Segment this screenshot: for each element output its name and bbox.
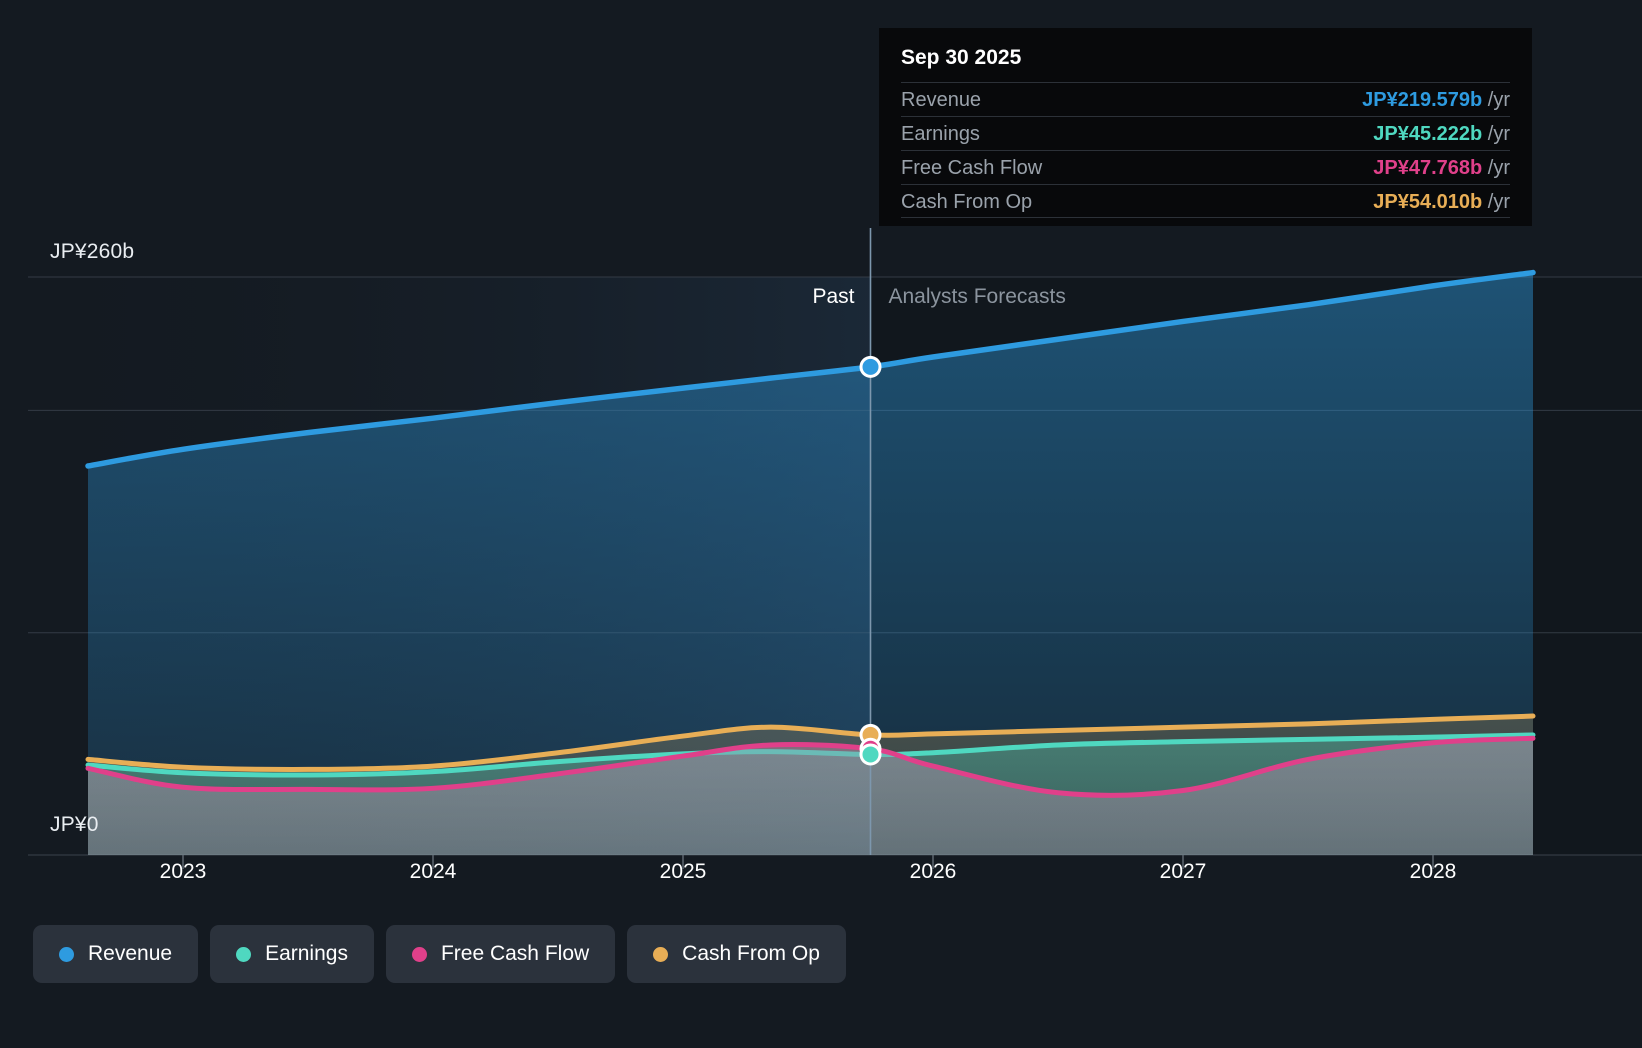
x-axis-label-2028: 2028	[1409, 860, 1457, 883]
tooltip-metric-unit: /yr	[1482, 89, 1510, 111]
chart-legend[interactable]: Revenue Earnings Free Cash Flow Cash From O…	[33, 925, 846, 983]
past-region-label: Past	[812, 285, 855, 308]
tooltip-metric-value-wrap: JP¥47.768b /yr	[1373, 157, 1510, 180]
legend-label: Free Cash Flow	[440, 942, 590, 965]
tooltip-metric-name: Revenue	[901, 89, 982, 111]
x-axis-label-2026: 2026	[909, 860, 957, 883]
legend-color-dot-icon	[411, 946, 427, 962]
tooltip-metric-unit: /yr	[1482, 191, 1510, 213]
tooltip-row: Cash From Op JP¥54.010b /yr	[901, 184, 1510, 218]
x-axis-label-2027: 2027	[1159, 860, 1207, 883]
series-free-cash-flow	[85, 735, 1536, 855]
legend-color-dot-icon	[236, 946, 252, 962]
marker-revenue	[859, 355, 882, 378]
legend-color-dot-icon	[653, 946, 669, 962]
tooltip-metric-value-wrap: JP¥45.222b /yr	[1373, 123, 1510, 146]
tooltip-rows: Revenue JP¥219.579b /yr Earnings JP¥45.222b…	[901, 82, 1510, 218]
tooltip-metric-value: JP¥54.010b	[1373, 191, 1483, 213]
tooltip-metric-value-wrap: JP¥219.579b /yr	[1362, 89, 1510, 112]
x-axis-label-2025: 2025	[659, 860, 707, 883]
tooltip-metric-name: Free Cash Flow	[901, 157, 1043, 179]
tooltip-metric-value: JP¥45.222b	[1373, 123, 1483, 145]
tooltip-metric-name: Earnings	[901, 123, 980, 145]
tooltip-metric-value-wrap: JP¥54.010b /yr	[1373, 191, 1510, 214]
tooltip-date: Sep 30 2025	[901, 46, 1022, 69]
legend-label: Revenue	[88, 942, 173, 965]
marker-earnings	[859, 743, 882, 766]
tooltip-metric-value: JP¥219.579b	[1362, 89, 1483, 111]
tooltip-metric-unit: /yr	[1482, 157, 1510, 179]
x-axis-label-2024: 2024	[409, 860, 457, 883]
legend-item-free-cash-flow[interactable]: Free Cash Flow	[385, 925, 616, 983]
tooltip-metric-name: Cash From Op	[901, 191, 1033, 213]
tooltip-row: Free Cash Flow JP¥47.768b /yr	[901, 150, 1510, 184]
legend-label: Cash From Op	[682, 942, 820, 965]
tooltip-metric-value: JP¥47.768b	[1373, 157, 1483, 179]
tooltip-row: Earnings JP¥45.222b /yr	[901, 116, 1510, 150]
y-axis-max-label: JP¥260b	[50, 240, 135, 263]
tooltip-metric-unit: /yr	[1482, 123, 1510, 145]
legend-item-revenue[interactable]: Revenue	[33, 925, 199, 983]
legend-color-dot-icon	[59, 946, 74, 962]
x-axis-label-2023: 2023	[159, 860, 207, 883]
legend-item-earnings[interactable]: Earnings	[210, 925, 374, 983]
y-axis-zero-label: JP¥0	[50, 813, 99, 836]
tooltip-row: Revenue JP¥219.579b /yr	[901, 82, 1510, 116]
series-revenue	[85, 269, 1536, 855]
forecast-region-label: Analysts Forecasts	[888, 285, 1066, 308]
legend-item-cash-from-op[interactable]: Cash From Op	[627, 925, 846, 983]
data-point-tooltip: Sep 30 2025 Revenue JP¥219.579b /yr Earnin…	[879, 28, 1532, 226]
legend-label: Earnings	[265, 942, 348, 965]
